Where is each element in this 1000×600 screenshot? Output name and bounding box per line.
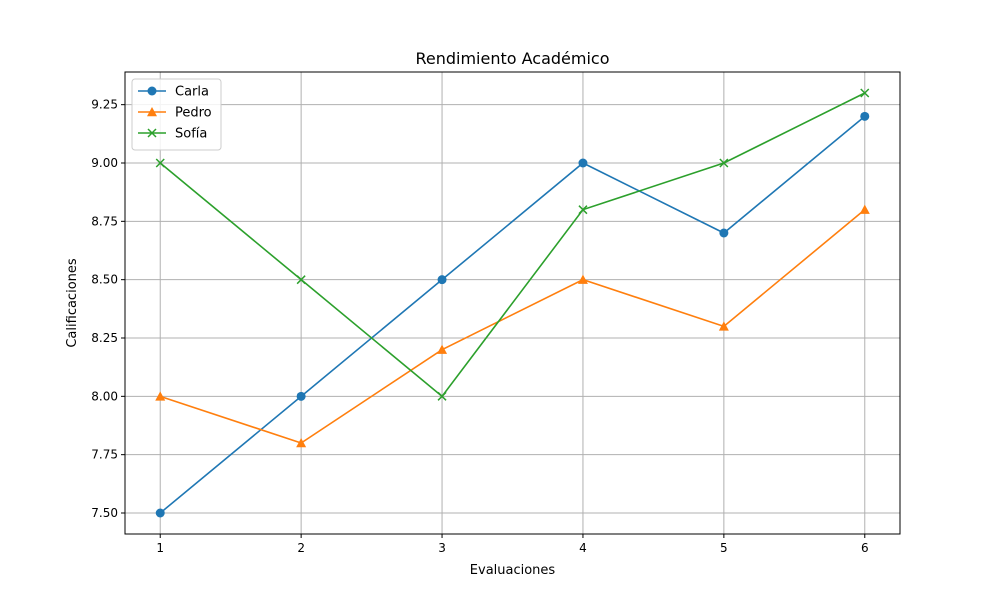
y-tick-label: 8.25 <box>91 331 118 345</box>
x-tick-label: 1 <box>156 541 164 555</box>
grid <box>125 72 900 534</box>
series-1 <box>155 204 870 448</box>
data-point <box>578 158 588 168</box>
data-point <box>155 508 165 518</box>
data-point <box>718 321 729 331</box>
plot-frame <box>124 71 901 535</box>
x-tick-label: 3 <box>438 541 446 555</box>
x-tick-label: 6 <box>861 541 869 555</box>
legend-label: Sofía <box>175 127 207 142</box>
series-2 <box>155 88 870 401</box>
data-point <box>296 438 307 448</box>
x-axis: 1 2 3 4 5 6 <box>156 534 869 555</box>
legend-item: Sofía <box>138 127 207 142</box>
legend-item: Pedro <box>138 106 212 121</box>
y-tick-label: 7.75 <box>91 448 118 462</box>
chart-title: Rendimiento Académico <box>415 49 609 68</box>
data-point <box>155 158 165 168</box>
y-tick-label: 9.25 <box>91 98 118 112</box>
x-tick-label: 5 <box>720 541 728 555</box>
series-layer <box>155 88 870 518</box>
y-tick-label: 9.00 <box>91 156 118 170</box>
x-axis-label: Evaluaciones <box>470 563 556 578</box>
x-tick-label: 4 <box>579 541 587 555</box>
data-point <box>437 391 447 401</box>
data-point <box>860 88 870 98</box>
legend-marker <box>147 107 157 117</box>
data-point <box>296 391 306 401</box>
x-tick-label: 2 <box>297 541 305 555</box>
legend-label: Carla <box>175 85 209 100</box>
legend-marker <box>147 86 157 96</box>
y-axis-label: Calificaciones <box>65 258 80 348</box>
y-tick-label: 8.00 <box>91 389 118 403</box>
data-point <box>578 205 588 215</box>
series-line <box>159 92 866 398</box>
data-point <box>437 275 447 285</box>
legend-marker <box>147 128 157 138</box>
legend-label: Pedro <box>175 106 212 121</box>
data-point <box>155 391 166 401</box>
series-line <box>159 115 866 514</box>
data-point <box>719 158 729 168</box>
data-point <box>860 111 870 121</box>
data-point <box>296 275 306 285</box>
y-axis: 7.50 7.75 8.00 8.25 8.50 8.75 9.00 9.25 <box>91 98 125 520</box>
y-tick-label: 8.75 <box>91 214 118 228</box>
data-point <box>719 228 729 238</box>
series-0 <box>155 111 870 518</box>
data-point <box>859 204 870 214</box>
series-line <box>159 209 866 444</box>
legend: Carla Pedro Sofía <box>131 78 222 151</box>
data-point <box>577 274 588 284</box>
y-tick-label: 7.50 <box>91 506 118 520</box>
y-tick-label: 8.50 <box>91 273 118 287</box>
data-point <box>437 344 448 354</box>
legend-item: Carla <box>138 85 209 100</box>
